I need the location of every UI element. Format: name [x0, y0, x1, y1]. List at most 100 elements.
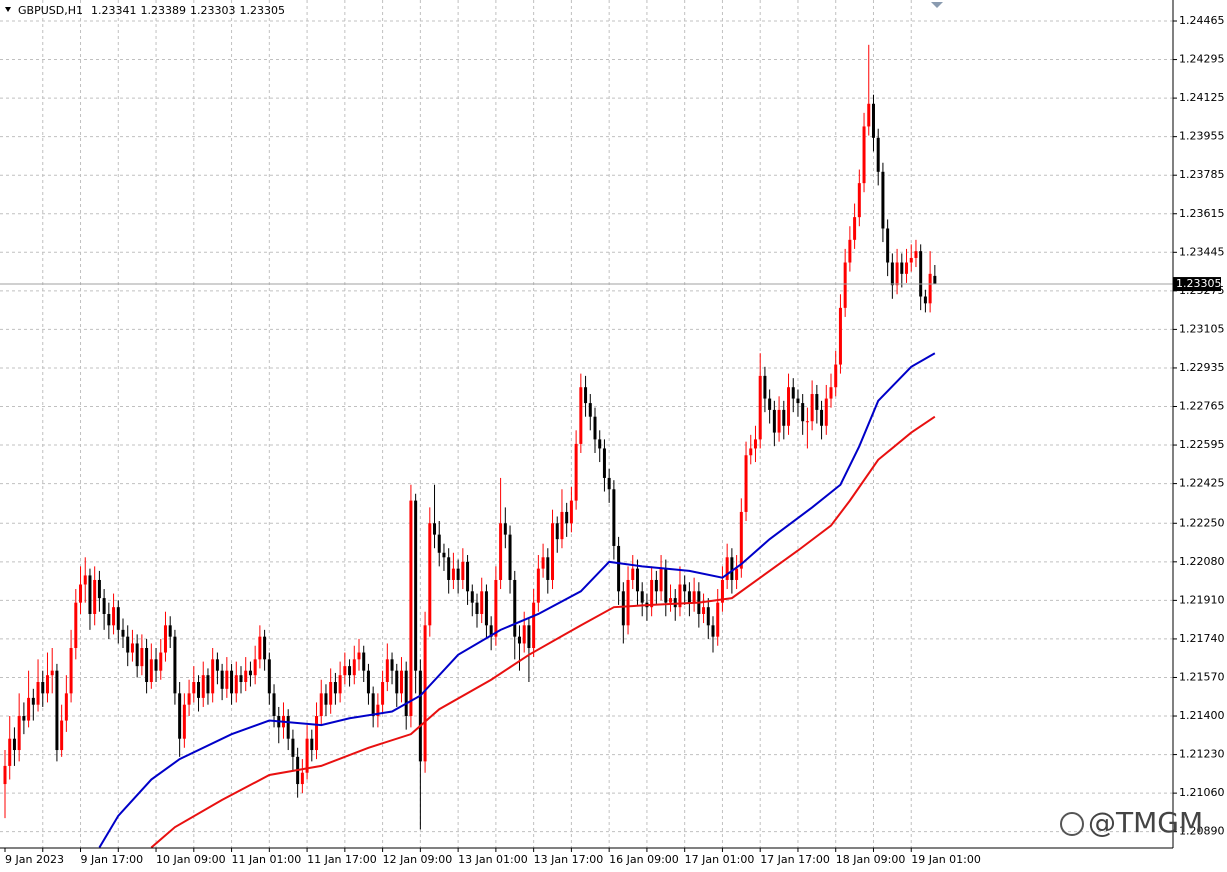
moving-average: [98, 352, 936, 848]
candle-body: [631, 568, 635, 580]
candle-body: [409, 500, 413, 717]
candle-body: [706, 607, 710, 626]
candle-body: [41, 682, 45, 694]
candle-body: [541, 557, 545, 569]
y-tick-label: 1.22595: [1179, 438, 1225, 451]
candle-body: [135, 643, 139, 667]
candle-body: [626, 579, 630, 626]
menu-arrow[interactable]: [5, 7, 11, 12]
candle-body: [551, 523, 555, 580]
x-tick-label: 9 Jan 2023: [5, 853, 64, 866]
candle-body: [197, 682, 201, 698]
candle-body: [546, 557, 550, 580]
x-tick-label: 11 Jan 01:00: [232, 853, 302, 866]
candle-body: [45, 675, 49, 694]
candle-body: [664, 568, 668, 603]
candle-body: [532, 602, 536, 648]
candle-body: [230, 670, 234, 694]
y-tick-label: 1.23785: [1179, 168, 1225, 181]
candle-body: [499, 523, 503, 580]
candle-body: [617, 545, 621, 592]
candle-body: [192, 682, 196, 694]
candle-body: [848, 239, 852, 263]
candle-body: [333, 682, 337, 694]
candle-body: [461, 561, 465, 580]
candle-body: [692, 591, 696, 603]
candle-body: [366, 670, 370, 694]
candle-body: [480, 591, 484, 614]
candle-body: [258, 636, 262, 660]
candle-body: [27, 697, 31, 721]
candle-body: [744, 455, 748, 512]
candle-body: [428, 523, 432, 626]
candle-body: [319, 693, 323, 717]
candle-body: [74, 602, 78, 648]
candle-body: [777, 409, 781, 433]
candle-body: [263, 636, 267, 660]
candle-body: [140, 647, 144, 667]
candle-body: [126, 636, 130, 653]
y-tick-label: 1.21570: [1179, 670, 1225, 683]
x-tick-label: 13 Jan 01:00: [458, 853, 528, 866]
y-tick-label: 1.22765: [1179, 399, 1225, 412]
y-tick-label: 1.21230: [1179, 748, 1225, 761]
candle-body: [187, 693, 191, 705]
candle-body: [867, 103, 871, 127]
candle-body: [121, 629, 125, 637]
candle-body: [305, 738, 309, 773]
candle-body: [3, 765, 7, 785]
candle-body: [933, 275, 937, 285]
candle-body: [310, 738, 314, 751]
y-tick-label: 1.23445: [1179, 245, 1225, 258]
candle-body: [36, 682, 40, 705]
header: GBPUSD,H1 1.23341 1.23389 1.23303 1.23305: [18, 4, 285, 17]
y-tick-label: 1.22250: [1179, 516, 1225, 529]
moving-average: [150, 415, 936, 848]
candle-body: [588, 403, 592, 417]
candle-body: [433, 523, 437, 535]
candle-body: [683, 584, 687, 592]
candle-body: [234, 675, 238, 694]
y-tick-label: 1.23615: [1179, 207, 1225, 220]
candle-body: [739, 511, 743, 569]
candle-body: [494, 579, 498, 637]
candle-body: [565, 511, 569, 524]
candle-body: [621, 591, 625, 626]
candle-body: [244, 670, 248, 683]
candle-body: [17, 716, 21, 751]
candle-body: [687, 591, 691, 603]
candle-body: [919, 251, 923, 297]
shift-marker[interactable]: [931, 2, 943, 8]
x-tick-label: 9 Jan 17:00: [81, 853, 144, 866]
candle-body: [69, 647, 73, 694]
candle-body: [107, 613, 111, 626]
watermark-logo: [1060, 812, 1084, 836]
y-tick-label: 1.23105: [1179, 322, 1225, 335]
candle-body: [399, 670, 403, 694]
low: 1.23303: [190, 4, 236, 17]
open: 1.23341: [91, 4, 137, 17]
current-price-label: 1.23305: [1176, 277, 1222, 290]
x-tick-label: 13 Jan 17:00: [534, 853, 604, 866]
candle-body: [329, 682, 333, 705]
candle-body: [324, 693, 328, 705]
candle-body: [560, 511, 564, 540]
candle-body: [517, 636, 521, 644]
candle-body: [857, 183, 861, 218]
candle-body: [102, 598, 106, 614]
x-tick-label: 17 Jan 17:00: [760, 853, 830, 866]
candle-body: [93, 579, 97, 614]
candle-body: [385, 659, 389, 683]
candle-body: [371, 693, 375, 717]
candle-body: [168, 625, 172, 637]
x-tick-label: 10 Jan 09:00: [156, 853, 226, 866]
candle-body: [820, 409, 824, 426]
candle-body: [782, 409, 786, 426]
candle-body: [239, 675, 243, 683]
candle-body: [112, 607, 116, 626]
candle-body: [484, 591, 488, 626]
y-tick-label: 1.23955: [1179, 130, 1225, 143]
candle-body: [225, 670, 229, 689]
plot-area: [0, 44, 1173, 848]
